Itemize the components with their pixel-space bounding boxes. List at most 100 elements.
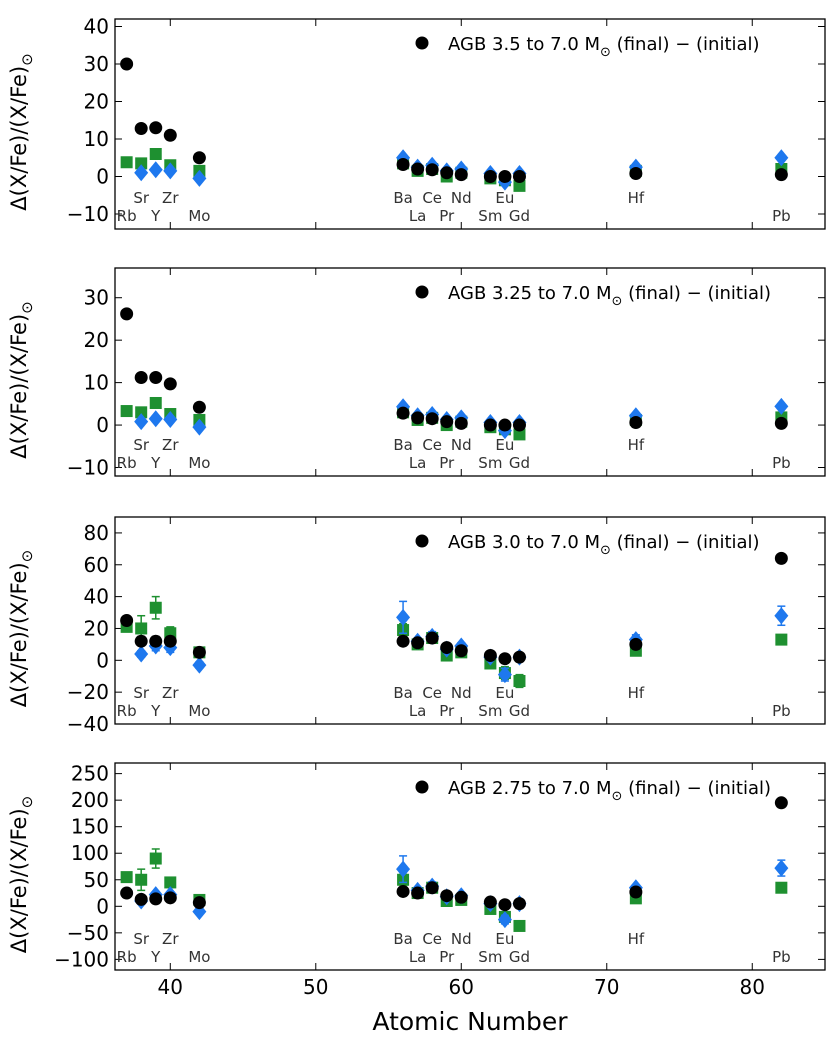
- point-circle: [440, 641, 454, 655]
- element-label-sm: Sm: [478, 702, 502, 720]
- element-label-hf: Hf: [628, 684, 645, 702]
- element-label-hf: Hf: [628, 930, 645, 948]
- element-label-ba: Ba: [393, 930, 412, 948]
- point-circle: [774, 168, 788, 182]
- series-circle: [120, 551, 788, 666]
- y-axis-label-main: Δ(X/Fe)/(X/Fe): [7, 314, 31, 459]
- point-circle: [411, 162, 425, 176]
- point-circle: [120, 307, 134, 321]
- y-tick-label: −10: [67, 202, 109, 226]
- series-square: [120, 148, 788, 192]
- x-tick-label: 50: [303, 975, 328, 999]
- element-label-eu: Eu: [495, 684, 514, 702]
- point-square: [120, 871, 133, 884]
- element-label-pr: Pr: [439, 207, 455, 225]
- legend-label-main: AGB 2.75 to 7.0 M: [448, 778, 612, 799]
- y-tick-label: 200: [71, 788, 109, 812]
- point-circle: [120, 57, 134, 71]
- point-circle: [425, 163, 439, 177]
- element-label-y: Y: [150, 702, 161, 720]
- element-label-pb: Pb: [772, 207, 791, 225]
- y-axis-label: Δ(X/Fe)/(X/Fe)⊙: [7, 301, 36, 458]
- legend-label: AGB 3.25 to 7.0 M⊙ (final) − (initial): [448, 283, 771, 309]
- element-label-mo: Mo: [188, 454, 210, 472]
- y-axis-label-sub: ⊙: [18, 796, 36, 809]
- element-label-ce: Ce: [422, 684, 442, 702]
- y-axis-label-sub: ⊙: [18, 53, 36, 66]
- element-label-zr: Zr: [162, 436, 179, 454]
- point-diamond: [192, 169, 207, 187]
- element-label-zr: Zr: [162, 684, 179, 702]
- y-tick-label: 40: [84, 15, 109, 39]
- legend: AGB 3.0 to 7.0 M⊙ (final) − (initial): [415, 532, 760, 558]
- point-diamond: [134, 164, 149, 182]
- legend-label-sub: ⊙: [612, 789, 623, 804]
- y-tick-label: −40: [67, 712, 109, 736]
- legend-marker: [415, 285, 429, 299]
- legend: AGB 2.75 to 7.0 M⊙ (final) − (initial): [415, 778, 771, 804]
- element-label-mo: Mo: [188, 207, 210, 225]
- panel-1: −10010203040Δ(X/Fe)/(X/Fe)⊙RbSrYZrMoBaLa…: [7, 15, 826, 230]
- point-diamond: [148, 161, 163, 179]
- element-label-sr: Sr: [133, 930, 150, 948]
- point-circle: [411, 411, 425, 425]
- element-label-ba: Ba: [393, 189, 412, 207]
- point-square: [120, 405, 133, 418]
- y-tick-label: 100: [71, 841, 109, 865]
- point-circle: [483, 649, 497, 663]
- point-square: [775, 881, 788, 894]
- series-circle: [120, 796, 788, 912]
- point-square: [164, 876, 177, 889]
- series-diamond: [134, 600, 789, 684]
- series-circle: [120, 57, 788, 183]
- point-circle: [483, 418, 497, 432]
- element-label-nd: Nd: [451, 436, 472, 454]
- element-label-hf: Hf: [628, 436, 645, 454]
- legend-label-rest: (final) − (initial): [611, 34, 760, 55]
- plot-frame: [114, 516, 826, 725]
- point-circle: [425, 881, 439, 895]
- point-diamond: [163, 411, 178, 429]
- point-circle: [411, 636, 425, 650]
- legend-label: AGB 3.5 to 7.0 M⊙ (final) − (initial): [448, 34, 760, 60]
- element-label-sr: Sr: [133, 436, 150, 454]
- element-label-ce: Ce: [422, 189, 442, 207]
- point-circle: [498, 898, 512, 912]
- legend-label-rest: (final) − (initial): [611, 532, 760, 553]
- y-axis-label-main: Δ(X/Fe)/(X/Fe): [7, 808, 31, 953]
- element-label-nd: Nd: [451, 930, 472, 948]
- y-axis-label: Δ(X/Fe)/(X/Fe)⊙: [7, 550, 36, 707]
- x-tick-label: 60: [449, 975, 474, 999]
- y-tick-label: 150: [71, 815, 109, 839]
- point-circle: [149, 121, 163, 135]
- point-circle: [192, 151, 206, 165]
- point-circle: [192, 400, 206, 414]
- y-axis-label-main: Δ(X/Fe)/(X/Fe): [7, 562, 31, 707]
- element-label-eu: Eu: [495, 436, 514, 454]
- element-label-hf: Hf: [628, 189, 645, 207]
- element-label-la: La: [409, 207, 427, 225]
- point-square: [513, 919, 526, 932]
- series-square: [120, 848, 788, 932]
- panel-3: −40−20020406080Δ(X/Fe)/(X/Fe)⊙RbSrYZrMoB…: [7, 516, 826, 736]
- element-label-eu: Eu: [495, 930, 514, 948]
- point-diamond: [396, 608, 411, 626]
- element-label-zr: Zr: [162, 189, 179, 207]
- point-circle: [411, 886, 425, 900]
- element-label-pb: Pb: [772, 702, 791, 720]
- point-circle: [454, 644, 468, 658]
- element-label-sm: Sm: [478, 454, 502, 472]
- element-label-ce: Ce: [422, 436, 442, 454]
- y-tick-label: 20: [84, 90, 109, 114]
- element-label-la: La: [409, 702, 427, 720]
- point-diamond: [163, 162, 178, 180]
- point-circle: [440, 889, 454, 903]
- point-circle: [396, 884, 410, 898]
- point-square: [135, 622, 148, 635]
- plot-frame: [114, 267, 826, 477]
- series-square: [120, 396, 788, 441]
- y-tick-label: 20: [84, 616, 109, 640]
- point-square: [120, 156, 133, 169]
- point-diamond: [774, 859, 789, 877]
- point-square: [135, 873, 148, 886]
